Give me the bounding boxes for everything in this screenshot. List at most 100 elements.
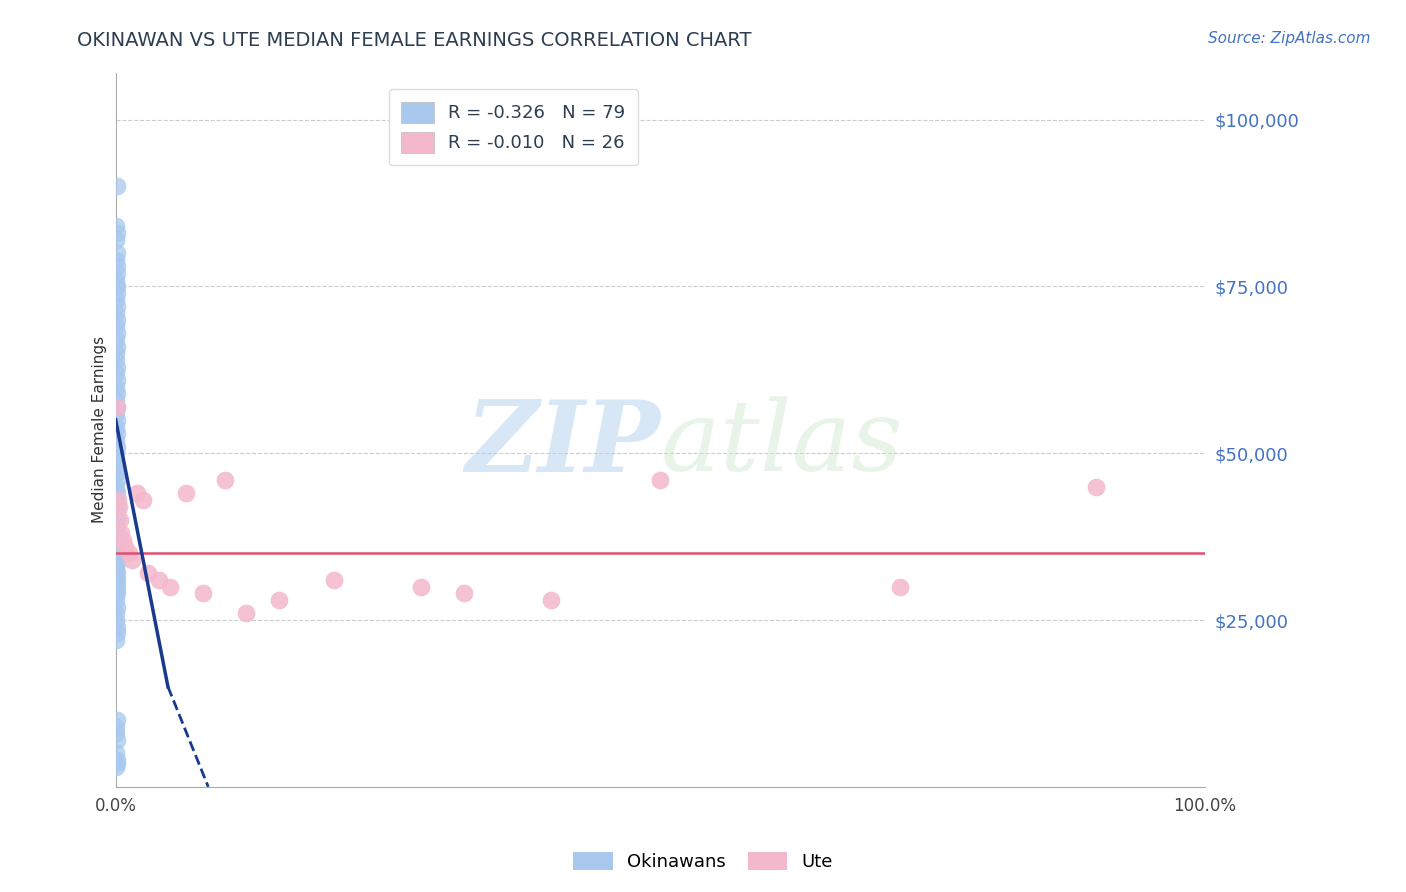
Point (105, 379, 128, 393)
Text: ZIP: ZIP (465, 396, 661, 492)
Point (105, 613, 128, 627)
Point (105, 440, 128, 454)
Point (105, 549, 128, 564)
Point (105, 373, 128, 387)
Point (105, 546, 128, 560)
Point (138, 566, 160, 581)
Point (650, 473, 672, 487)
Point (105, 333, 128, 347)
Point (105, 573, 128, 587)
Point (105, 626, 128, 640)
Point (453, 586, 475, 600)
Point (105, 559, 128, 574)
Point (267, 593, 290, 607)
Point (107, 492, 129, 507)
Point (132, 492, 155, 507)
Point (105, 359, 128, 374)
Point (105, 620, 128, 634)
Legend: Okinawans, Ute: Okinawans, Ute (565, 845, 841, 879)
Legend: R = -0.326   N = 79, R = -0.010   N = 26: R = -0.326 N = 79, R = -0.010 N = 26 (388, 89, 638, 165)
Point (889, 580, 911, 594)
Point (105, 593, 128, 607)
Point (105, 582, 128, 597)
Point (105, 306, 128, 320)
Point (105, 480, 128, 494)
Point (105, 506, 128, 520)
Point (112, 533, 135, 547)
Point (105, 500, 128, 514)
Point (105, 226, 128, 240)
Text: OKINAWAN VS UTE MEDIAN FEMALE EARNINGS CORRELATION CHART: OKINAWAN VS UTE MEDIAN FEMALE EARNINGS C… (77, 31, 752, 50)
Point (148, 573, 170, 587)
Point (105, 760, 128, 774)
Point (121, 553, 143, 567)
Point (108, 500, 131, 514)
Point (105, 459, 128, 474)
Point (214, 473, 236, 487)
Point (105, 400, 128, 414)
Point (105, 607, 128, 621)
Text: Source: ZipAtlas.com: Source: ZipAtlas.com (1208, 31, 1371, 46)
Point (105, 219, 128, 234)
Point (105, 433, 128, 447)
Point (105, 513, 128, 527)
Point (105, 352, 128, 367)
Point (105, 540, 128, 554)
Point (105, 586, 128, 600)
Point (105, 570, 128, 584)
Point (105, 526, 128, 541)
Point (105, 252, 128, 267)
Point (105, 293, 128, 307)
Point (105, 313, 128, 327)
Point (105, 260, 128, 274)
Point (105, 576, 128, 591)
Point (105, 720, 128, 734)
Point (159, 580, 181, 594)
Point (105, 426, 128, 441)
Point (105, 580, 128, 594)
Y-axis label: Median Female Earnings: Median Female Earnings (93, 336, 107, 524)
Point (105, 279, 128, 293)
Point (105, 473, 128, 487)
Point (105, 419, 128, 434)
Point (105, 753, 128, 767)
Point (105, 566, 128, 581)
Point (105, 747, 128, 761)
Text: atlas: atlas (661, 397, 903, 491)
Point (176, 486, 198, 500)
Point (105, 492, 128, 507)
Point (105, 386, 128, 401)
Point (108, 513, 131, 527)
Point (105, 339, 128, 353)
Point (235, 607, 257, 621)
Point (105, 233, 128, 247)
Point (105, 286, 128, 301)
Point (105, 599, 128, 614)
Point (105, 319, 128, 334)
Point (105, 446, 128, 460)
Point (1085, 480, 1108, 494)
Point (127, 486, 149, 500)
Point (105, 400, 128, 414)
Point (105, 633, 128, 648)
Point (105, 519, 128, 533)
Point (105, 300, 128, 314)
Point (105, 543, 128, 558)
Point (105, 726, 128, 740)
Point (191, 586, 214, 600)
Point (105, 713, 128, 727)
Point (105, 406, 128, 420)
Point (105, 392, 128, 407)
Point (105, 413, 128, 427)
Point (105, 486, 128, 500)
Point (105, 533, 128, 547)
Point (105, 246, 128, 260)
Point (105, 563, 128, 577)
Point (105, 733, 128, 747)
Point (105, 453, 128, 467)
Point (105, 366, 128, 380)
Point (105, 346, 128, 360)
Point (114, 540, 136, 554)
Point (540, 593, 562, 607)
Point (105, 756, 128, 771)
